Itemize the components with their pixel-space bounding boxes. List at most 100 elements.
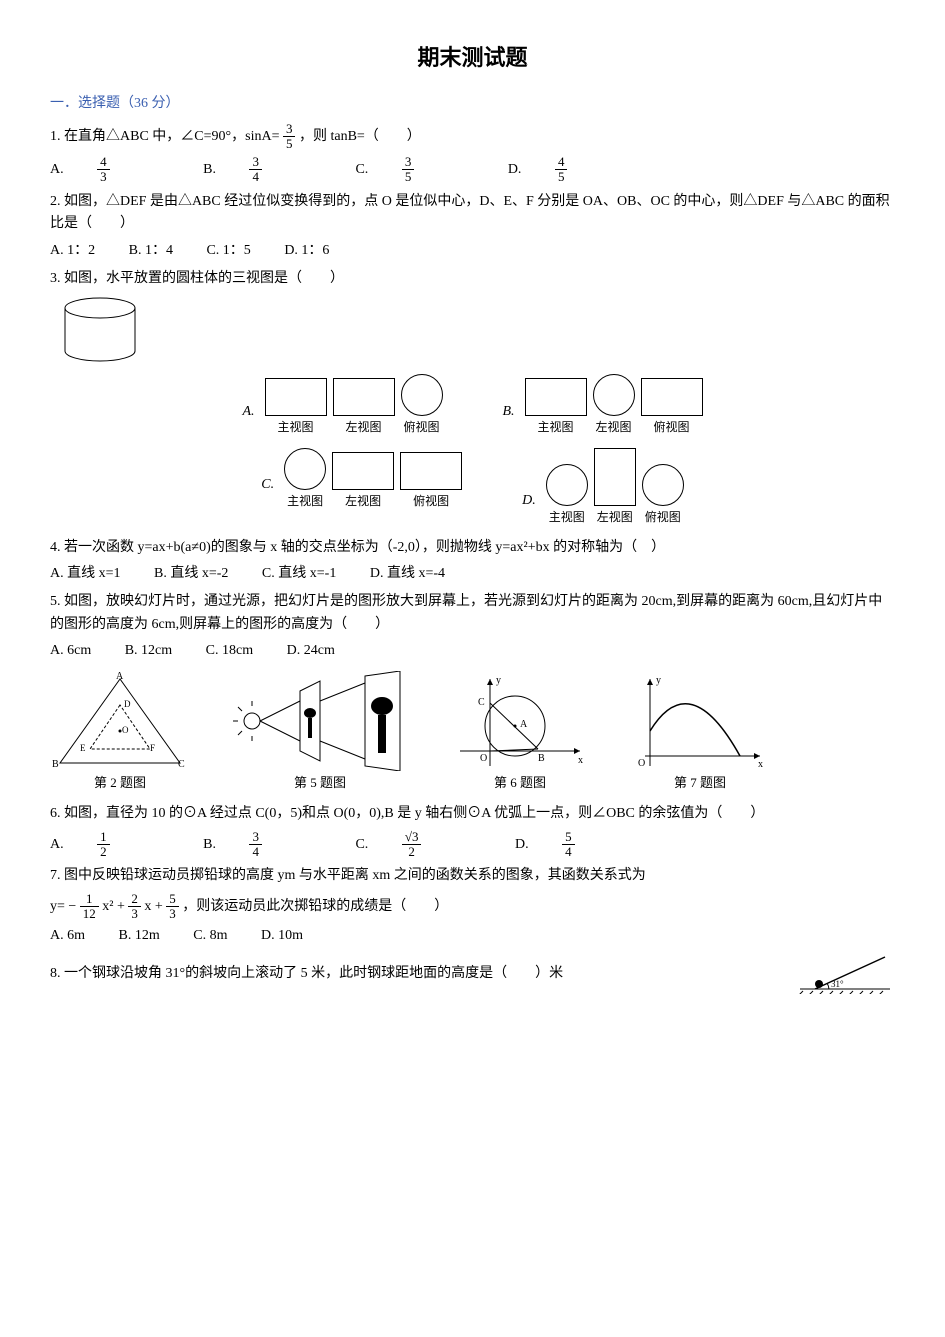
question-1: 1. 在直角△ABC 中，∠C=90°，sinA= 3 5 ，则 tanB=（ … [50, 122, 895, 152]
svg-text:31°: 31° [831, 979, 844, 989]
q7-optD: D. 10m [261, 925, 303, 947]
q7-optA: A. 6m [50, 925, 85, 947]
f: 12 [80, 907, 99, 921]
q3-optB: B. 主视图 左视图 俯视图 [503, 374, 703, 437]
fig-q5: 第 5 题图 [230, 671, 410, 794]
lbl: 俯视图 [645, 510, 681, 524]
q1-optC-frac: 35 [402, 155, 445, 185]
question-8: 8. 一个钢球沿坡角 31°的斜坡向上滚动了 5 米，此时钢球距地面的高度是（ … [50, 954, 895, 994]
circle-icon [401, 374, 443, 416]
rect-icon [525, 378, 587, 416]
circle-icon [284, 448, 326, 490]
svg-text:O: O [638, 758, 645, 769]
eq: y= − [50, 899, 76, 914]
q3-row1: A. 主视图 左视图 俯视图 B. 主视图 左视图 俯视图 [50, 374, 895, 437]
svg-text:C: C [178, 759, 185, 770]
svg-text:O: O [122, 725, 129, 735]
q5-optB: B. 12cm [125, 640, 172, 662]
f: 2 [128, 892, 141, 907]
f: 4 [249, 845, 262, 859]
eq: x + [144, 899, 166, 914]
q4-optD: D. 直线 x=-4 [370, 563, 445, 585]
svg-text:B: B [538, 753, 545, 764]
q3-D-letter: D. [522, 490, 536, 526]
q7-optC: C. 8m [193, 925, 227, 947]
q4-options: A. 直线 x=1 B. 直线 x=-2 C. 直线 x=-1 D. 直线 x=… [50, 563, 895, 585]
lbl: 左视图 [345, 420, 381, 434]
f: 34 [249, 830, 292, 860]
q3-B-letter: B. [503, 401, 515, 437]
f: 1 [97, 830, 110, 845]
q1-optA-frac: 43 [97, 155, 140, 185]
svg-text:D: D [124, 699, 131, 709]
q6-optD-label: D. [515, 834, 529, 856]
f: 53 [166, 892, 179, 922]
fig-label: 第 2 题图 [50, 773, 190, 794]
q2-optB: B. 1：4 [129, 240, 173, 262]
question-7-eq: y= − 112 x² + 23 x + 53 ，则该运动员此次掷铅球的成绩是（… [50, 892, 895, 922]
lbl: 俯视图 [413, 494, 449, 508]
f: 23 [128, 892, 141, 922]
section-header: 一．选择题（36 分） [50, 93, 895, 115]
f: 5 [166, 892, 179, 907]
slope-icon: 31° [795, 954, 895, 994]
rect-icon [332, 452, 394, 490]
svg-text:E: E [80, 743, 86, 753]
q1-optC-label: C. [355, 159, 368, 181]
question-6: 6. 如图，直径为 10 的⊙A 经过点 C(0，5)和点 O(0，0),B 是… [50, 803, 895, 825]
q1-text-b: ，则 tanB=（ ） [299, 129, 421, 144]
f: 2 [97, 845, 110, 859]
lbl: 主视图 [538, 420, 574, 434]
eq: x² + [102, 899, 128, 914]
question-2: 2. 如图，△DEF 是由△ABC 经过位似变换得到的，点 O 是位似中心，D、… [50, 191, 895, 236]
q5-optD: D. 24cm [287, 640, 335, 662]
svg-text:A: A [520, 719, 528, 730]
svg-text:x: x [758, 759, 763, 770]
q2-optC: C. 1：5 [206, 240, 250, 262]
fig-label: 第 6 题图 [450, 773, 590, 794]
q3-A-letter: A. [242, 401, 254, 437]
q4-optB: B. 直线 x=-2 [154, 563, 228, 585]
q2-optD: D. 1：6 [284, 240, 329, 262]
f: 54 [562, 830, 605, 860]
q1-frac-den: 5 [283, 137, 296, 151]
fig-label: 第 7 题图 [630, 773, 770, 794]
q1-optB-label: B. [203, 159, 216, 181]
q1-optD-frac: 45 [555, 155, 598, 185]
svg-text:O: O [480, 753, 487, 764]
f: 3 [402, 155, 415, 170]
f: 1 [80, 892, 99, 907]
q8-text: 8. 一个钢球沿坡角 31°的斜坡向上滚动了 5 米，此时钢球距地面的高度是（ … [50, 963, 781, 985]
q5-optA: A. 6cm [50, 640, 91, 662]
q4-optC: C. 直线 x=-1 [262, 563, 336, 585]
f: 112 [80, 892, 99, 922]
rect-icon [400, 452, 462, 490]
rect-icon [265, 378, 327, 416]
q7-optB: B. 12m [119, 925, 160, 947]
f: 5 [562, 830, 575, 845]
lbl: 俯视图 [403, 420, 439, 434]
parabola-icon: x y O [630, 671, 770, 771]
q1-optB-frac: 34 [249, 155, 292, 185]
q1-text-a: 1. 在直角△ABC 中，∠C=90°，sinA= [50, 129, 279, 144]
fig-label: 第 5 题图 [230, 773, 410, 794]
svg-text:B: B [52, 759, 59, 770]
svg-text:y: y [656, 675, 661, 686]
f: 3 [249, 830, 262, 845]
q3-optA: A. 主视图 左视图 俯视图 [242, 374, 442, 437]
q6-optC-label: C. [355, 834, 368, 856]
question-7: 7. 图中反映铅球运动员掷铅球的高度 ym 与水平距离 xm 之间的函数关系的图… [50, 865, 895, 887]
eq: ，则该运动员此次掷铅球的成绩是（ ） [182, 899, 448, 914]
f: √32 [402, 830, 452, 860]
lbl: 主视图 [287, 494, 323, 508]
lbl: 俯视图 [654, 420, 690, 434]
fig-q6: x y A C O B 第 6 题图 [450, 671, 590, 794]
q1-frac-num: 3 [283, 122, 296, 137]
q6-optA-label: A. [50, 834, 64, 856]
lbl: 左视图 [596, 420, 632, 434]
f: 12 [97, 830, 140, 860]
question-3: 3. 如图，水平放置的圆柱体的三视图是（ ） [50, 268, 895, 290]
circle-icon [593, 374, 635, 416]
f: 5 [402, 170, 415, 184]
f: 2 [402, 845, 422, 859]
